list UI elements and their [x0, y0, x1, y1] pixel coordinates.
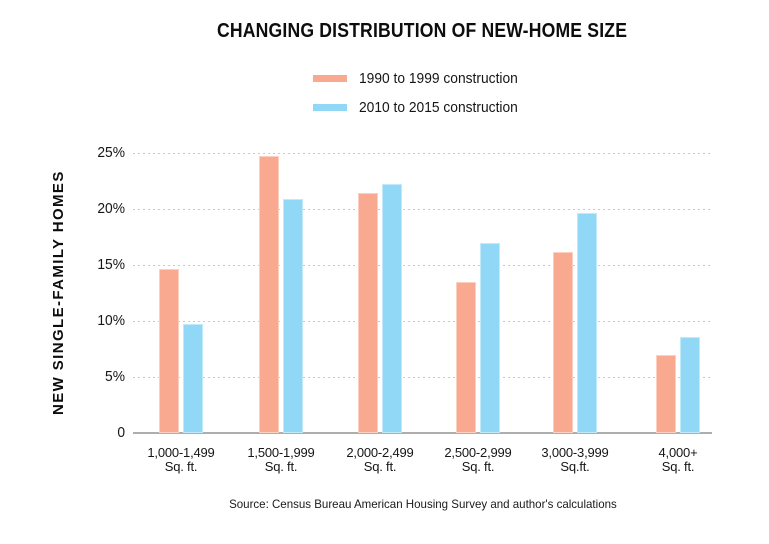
- y-tick-label-10: 10%: [97, 312, 125, 329]
- x-category-label-line: Sq. ft.: [661, 459, 695, 474]
- bar-1990s-group4: [456, 282, 476, 433]
- x-category-label-line: Sq. ft.: [461, 459, 495, 474]
- legend-swatch-2010s: [313, 103, 348, 111]
- gridline-5: [133, 377, 712, 378]
- bar-2010s-group3: [382, 184, 402, 433]
- bar-2010s-group5: [577, 213, 597, 433]
- x-category-label-1: 1,000-1,499 Sq. ft.: [126, 446, 236, 474]
- x-category-label-line: Sq.ft.: [560, 459, 590, 474]
- bar-2010s-group4: [480, 243, 500, 433]
- x-category-label-2: 1,500-1,999 Sq. ft.: [226, 446, 336, 474]
- source-note-text: Source: Census Bureau American Housing S…: [228, 497, 617, 511]
- bar-1990s-group3: [358, 193, 378, 433]
- x-category-label-line: Sq. ft.: [363, 459, 397, 474]
- bar-1990s-group2: [259, 156, 279, 433]
- legend: 1990 to 1999 construction 2010 to 2015 c…: [133, 69, 712, 116]
- bar-2010s-group2: [283, 199, 303, 433]
- gridline-15: [133, 265, 712, 266]
- x-category-label-line: 2,500-2,999: [444, 445, 512, 460]
- bar-1990s-group6: [656, 355, 676, 433]
- x-category-label-6: 4,000+ Sq. ft.: [623, 446, 733, 474]
- x-category-label-5: 3,000-3,999 Sq.ft.: [520, 446, 630, 474]
- x-category-label-line: 2,000-2,499: [346, 445, 414, 460]
- gridline-20: [133, 209, 712, 210]
- gridline-10: [133, 321, 712, 322]
- chart-title-text: CHANGING DISTRIBUTION OF NEW-HOME SIZE: [217, 20, 628, 42]
- x-category-label-line: 4,000+: [658, 445, 698, 460]
- bar-1990s-group5: [553, 252, 573, 433]
- legend-row-2010s: 2010 to 2015 construction: [313, 98, 532, 116]
- legend-swatch-1990s: [313, 74, 348, 82]
- bar-1990s-group1: [159, 269, 179, 433]
- legend-label-2010s: 2010 to 2015 construction: [359, 98, 519, 116]
- x-category-label-line: 1,500-1,999: [247, 445, 315, 460]
- legend-row-1990s: 1990 to 1999 construction: [313, 69, 532, 87]
- x-category-label-4: 2,500-2,999 Sq. ft.: [423, 446, 533, 474]
- y-tick-label-20: 20%: [97, 200, 125, 217]
- y-tick-label-0: 0: [117, 424, 125, 441]
- x-category-label-line: 1,000-1,499: [147, 445, 215, 460]
- gridline-25: [133, 153, 712, 154]
- legend-label-1990s: 1990 to 1999 construction: [359, 69, 519, 87]
- x-category-label-line: 3,000-3,999: [541, 445, 609, 460]
- bar-2010s-group6: [680, 337, 700, 433]
- x-category-label-line: Sq. ft.: [264, 459, 298, 474]
- bar-2010s-group1: [183, 324, 203, 433]
- x-category-label-3: 2,000-2,499 Sq. ft.: [325, 446, 435, 474]
- x-axis-baseline: [133, 432, 712, 434]
- y-tick-label-5: 5%: [105, 368, 125, 385]
- chart-title: CHANGING DISTRIBUTION OF NEW-HOME SIZE: [133, 20, 712, 43]
- y-tick-label-25: 25%: [97, 144, 125, 161]
- x-category-label-line: Sq. ft.: [164, 459, 198, 474]
- y-tick-label-15: 15%: [97, 256, 125, 273]
- source-note: Source: Census Bureau American Housing S…: [133, 497, 712, 511]
